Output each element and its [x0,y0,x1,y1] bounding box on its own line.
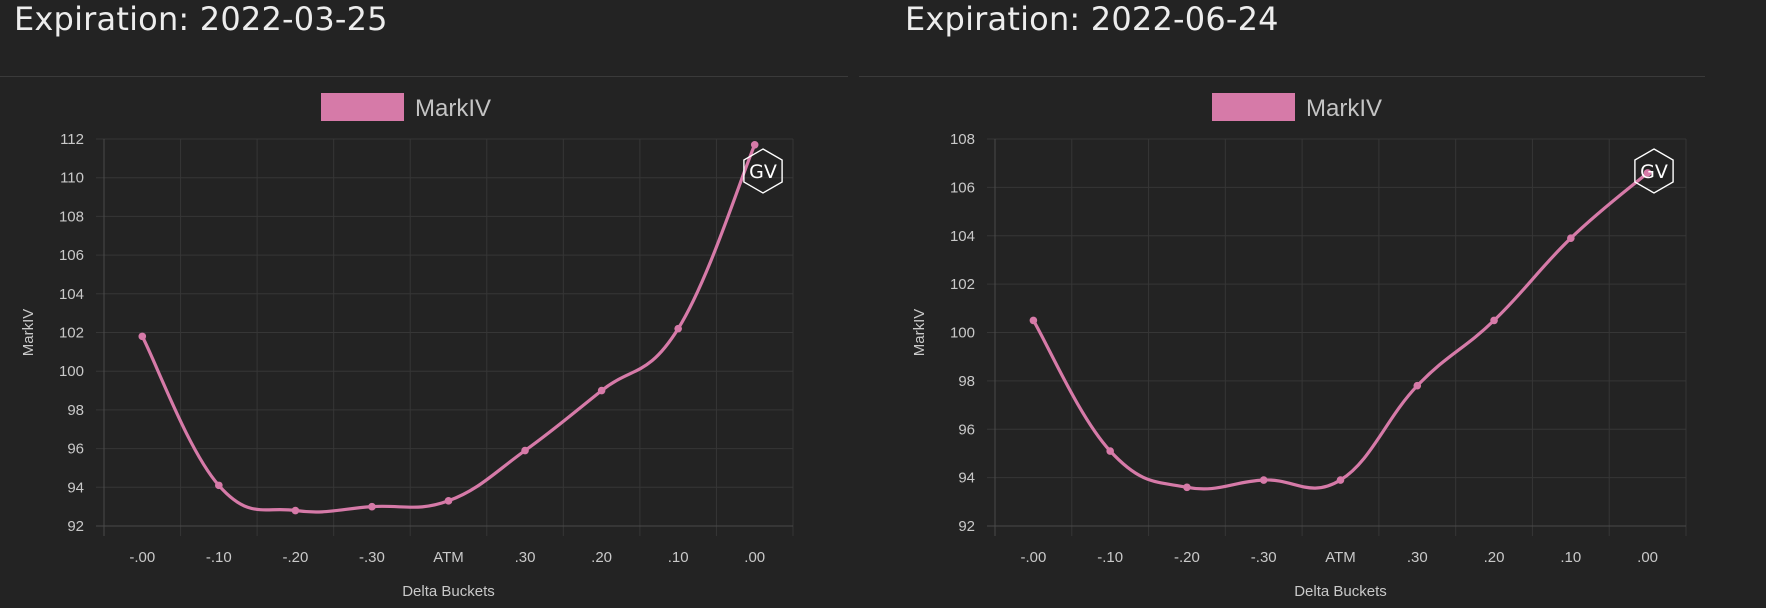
y-tick-label: 104 [950,228,975,245]
x-tick-label: -.20 [1174,549,1200,566]
x-tick-label: .00 [1637,549,1658,566]
data-point [521,446,529,455]
legend-swatch [1212,93,1295,121]
legend-swatch [321,93,404,121]
legend-label: MarkIV [1306,95,1382,122]
y-axis-title: MarkIV [20,309,37,357]
y-tick-label: 92 [67,518,84,535]
x-tick-label: .00 [744,549,765,566]
y-tick-label: 106 [59,247,84,264]
x-tick-label: .20 [591,549,612,566]
panel-title: Expiration: 2022-03-25 [14,0,388,38]
y-tick-label: 102 [59,325,84,342]
legend: MarkIV [1212,93,1382,122]
data-point [215,481,223,490]
data-point [674,324,682,333]
gv-watermark: GV [1634,148,1674,194]
legend: MarkIV [321,93,491,122]
x-tick-label: .10 [1560,549,1581,566]
watermark-text: GV [749,161,777,183]
x-tick-label: -.00 [1020,549,1046,566]
grid-lines [987,138,1687,536]
data-point [1567,234,1575,242]
y-axis-title: MarkIV [911,309,928,357]
x-tick-label: -.30 [359,549,385,566]
data-point [444,497,453,505]
x-tick-label: -.20 [282,549,308,566]
data-point [1336,476,1345,484]
series-line-markiv [140,143,757,514]
data-point [1029,316,1038,325]
y-tick-label: 110 [60,170,84,187]
data-point [291,506,300,515]
panel-divider [0,76,848,77]
chart-panel-march: Expiration: 2022-03-25 92 94 96 98 100 102 104… [0,0,850,608]
markiv-line-chart: 92 94 96 98 100 102 104 106 108 110 112 -.00 -.10 -.2… [20,93,794,600]
gv-watermark: GV [743,148,783,194]
data-point [1259,476,1268,484]
y-tick-label: 94 [958,470,975,487]
x-tick-label: .30 [515,549,536,566]
data-point [750,141,759,149]
x-tick-label: .20 [1484,549,1505,566]
series-line-markiv [1031,171,1650,491]
watermark-hexagon [743,148,783,194]
x-tick-label: -.00 [129,549,155,566]
data-point [1490,316,1498,325]
data-point [138,332,147,341]
y-tick-label: 100 [59,363,84,380]
panel-divider [859,76,1705,77]
y-tick-label: 112 [60,131,84,148]
data-point [1643,169,1652,177]
y-tick-label: 104 [59,286,84,303]
legend-label: MarkIV [415,95,491,122]
y-tick-label: 98 [67,402,84,419]
panel-title: Expiration: 2022-06-24 [905,0,1279,38]
chart-panel-june: Expiration: 2022-06-24 92 94 96 98 100 102 104… [859,0,1766,608]
x-tick-label: ATM [433,549,464,566]
data-point [1106,447,1114,455]
y-tick-label: 106 [950,179,975,196]
x-axis-title: Delta Buckets [1294,583,1387,600]
y-tick-label: 102 [950,276,975,293]
watermark-hexagon [1634,148,1674,194]
x-tick-label: .30 [1407,549,1428,566]
y-tick-label: 92 [958,518,975,535]
x-tick-label: -.10 [206,549,232,566]
watermark-text: GV [1640,161,1668,183]
data-point [368,502,376,511]
y-tick-label: 94 [67,479,84,496]
data-point [597,386,606,395]
x-tick-label: ATM [1325,549,1356,566]
y-tick-label: 98 [958,373,975,390]
y-tick-label: 96 [67,441,84,458]
data-point [1413,381,1422,390]
y-tick-label: 96 [958,421,975,438]
x-tick-label: -.30 [1251,549,1277,566]
y-tick-label: 100 [950,325,975,342]
x-tick-label: -.10 [1097,549,1123,566]
markiv-line-chart: 92 94 96 98 100 102 104 106 108 -.00 -.10 -.20 -.30 A… [911,93,1687,600]
x-tick-label: .10 [668,549,689,566]
y-tick-label: 108 [59,208,84,225]
x-axis-title: Delta Buckets [402,583,495,600]
data-point [1183,483,1191,492]
y-tick-label: 108 [950,131,975,148]
grid-lines [96,138,794,536]
